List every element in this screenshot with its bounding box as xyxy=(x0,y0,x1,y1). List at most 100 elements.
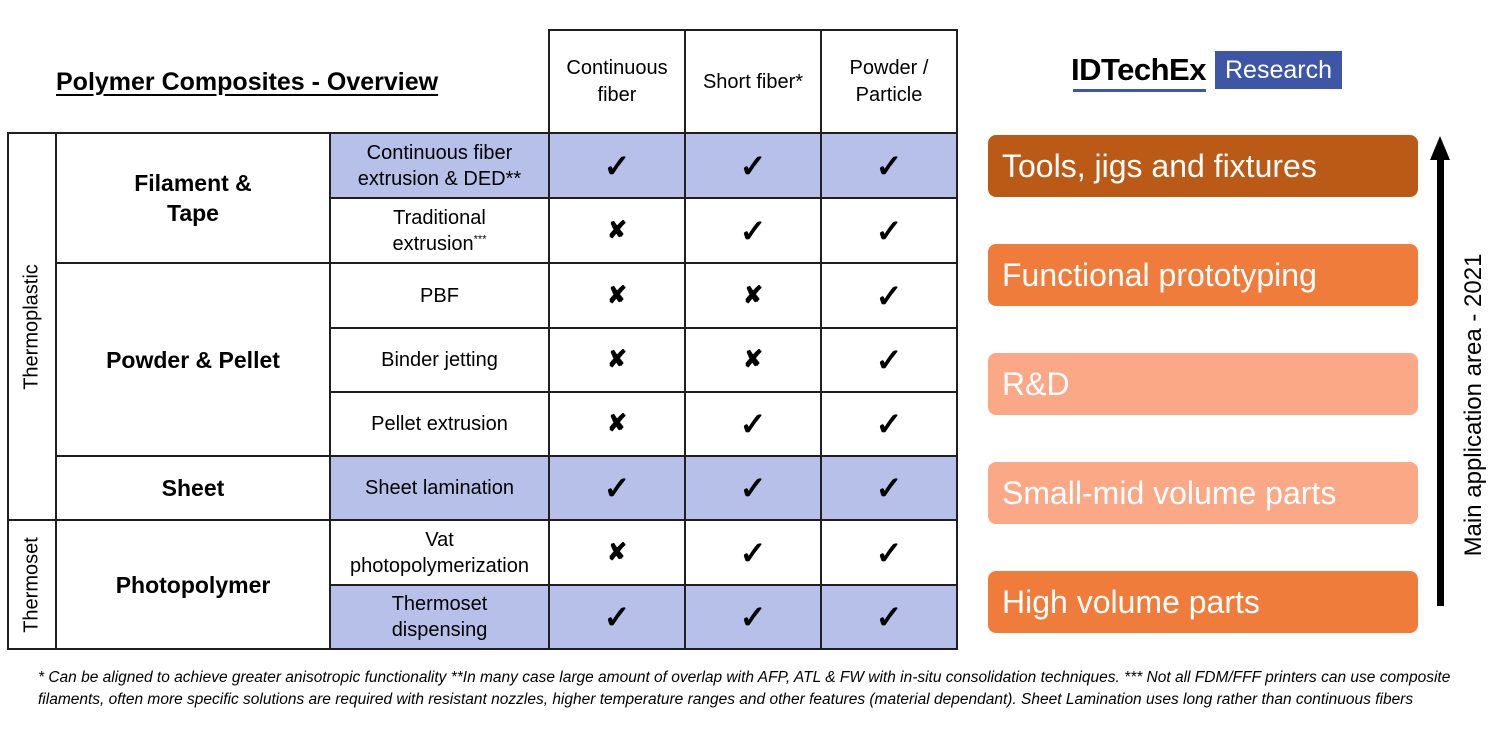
category-thermoset: Thermoset xyxy=(7,519,57,650)
value-cell-continuous-fiber: ✘ xyxy=(548,262,686,329)
logo-brand: IDTechEx xyxy=(1071,52,1206,92)
value-cell-powder-particle: ✓ xyxy=(820,197,958,264)
process-label-line: Continuous fiber xyxy=(366,141,513,164)
check-icon: ✓ xyxy=(875,534,903,571)
group-filament-tape: Filament & Tape xyxy=(55,132,331,264)
value-cell-short-fiber: ✘ xyxy=(684,327,822,393)
page-title: Polymer Composites - Overview xyxy=(56,68,439,96)
check-icon: ✓ xyxy=(739,212,767,249)
application-label: Functional prototyping xyxy=(1002,256,1317,293)
group-powder-pellet: Powder & Pellet xyxy=(55,262,331,457)
cross-icon: ✘ xyxy=(742,281,764,309)
check-icon: ✓ xyxy=(739,470,767,506)
check-icon: ✓ xyxy=(603,470,631,506)
arrow-shaft xyxy=(1437,156,1444,606)
arrow-up-icon xyxy=(1430,136,1450,160)
process-label: PBF xyxy=(420,284,459,307)
process-pellet-extrusion: Pellet extrusion xyxy=(329,391,550,457)
application-bar-functional-prototyping: Functional prototyping xyxy=(988,244,1418,306)
footnote-marker: *** xyxy=(473,232,487,245)
check-icon: ✓ xyxy=(875,277,903,314)
value-cell-short-fiber: ✓ xyxy=(684,519,822,586)
value-cell-short-fiber: ✓ xyxy=(684,455,822,521)
process-label: Binder jetting xyxy=(381,349,498,371)
idtechex-logo: IDTechEx Research xyxy=(1071,50,1342,92)
value-cell-short-fiber: ✓ xyxy=(684,584,822,650)
value-cell-continuous-fiber: ✓ xyxy=(548,132,686,199)
process-label: Pellet extrusion xyxy=(371,413,508,435)
cross-icon: ✘ xyxy=(606,346,628,373)
application-label: R&D xyxy=(1002,365,1070,402)
process-label-line: Vat xyxy=(425,528,454,551)
check-icon: ✓ xyxy=(739,147,767,184)
value-cell-continuous-fiber: ✘ xyxy=(548,327,686,393)
column-header-line: Short fiber* xyxy=(702,70,804,93)
value-cell-continuous-fiber: ✘ xyxy=(548,519,686,586)
group-label-line: Filament & xyxy=(134,170,252,196)
application-label: High volume parts xyxy=(1002,583,1260,620)
application-bar-high-volume: High volume parts xyxy=(988,571,1418,633)
process-continuous-fiber-extrusion: Continuous fiber extrusion & DED** xyxy=(329,132,550,199)
group-label: Powder & Pellet xyxy=(106,346,280,373)
value-cell-powder-particle: ✓ xyxy=(820,391,958,457)
category-label: Thermoplastic xyxy=(20,263,43,390)
column-header-continuous-fiber: Continuous fiber xyxy=(548,29,686,135)
process-label-line: photopolymerization xyxy=(350,554,529,577)
check-icon: ✓ xyxy=(875,147,903,184)
process-label-line: extrusion & DED** xyxy=(357,167,522,190)
value-cell-continuous-fiber: ✓ xyxy=(548,455,686,521)
group-photopolymer: Photopolymer xyxy=(55,519,331,650)
check-icon: ✓ xyxy=(739,599,767,635)
column-header-line: Powder / xyxy=(849,57,929,79)
value-cell-powder-particle: ✓ xyxy=(820,327,958,393)
check-icon: ✓ xyxy=(739,534,767,571)
value-cell-continuous-fiber: ✓ xyxy=(548,584,686,650)
check-icon: ✓ xyxy=(739,406,767,442)
process-label-line: Thermoset xyxy=(391,593,488,615)
application-label: Small-mid volume parts xyxy=(1002,474,1337,511)
process-label-line: Traditional xyxy=(393,206,486,229)
footnote: * Can be aligned to achieve greater anis… xyxy=(38,669,1451,708)
cross-icon: ✘ xyxy=(742,346,764,373)
value-cell-powder-particle: ✓ xyxy=(820,262,958,329)
check-icon: ✓ xyxy=(875,212,903,249)
application-bar-tools-jigs-fixtures: Tools, jigs and fixtures xyxy=(988,135,1418,197)
category-thermoplastic: Thermoplastic xyxy=(7,132,57,521)
value-cell-powder-particle: ✓ xyxy=(820,519,958,586)
process-pbf: PBF xyxy=(329,262,550,329)
column-header-powder-particle: Powder / Particle xyxy=(820,29,958,135)
column-header-line: fiber xyxy=(597,84,637,106)
value-cell-powder-particle: ✓ xyxy=(820,132,958,199)
value-cell-continuous-fiber: ✘ xyxy=(548,391,686,457)
process-traditional-extrusion: Traditional extrusion*** xyxy=(329,197,550,264)
group-sheet: Sheet xyxy=(55,455,331,521)
check-icon: ✓ xyxy=(603,147,631,184)
value-cell-short-fiber: ✘ xyxy=(684,262,822,329)
value-cell-powder-particle: ✓ xyxy=(820,455,958,521)
process-binder-jetting: Binder jetting xyxy=(329,327,550,393)
process-label-line: dispensing xyxy=(391,619,488,641)
value-cell-short-fiber: ✓ xyxy=(684,132,822,199)
check-icon: ✓ xyxy=(603,599,631,635)
check-icon: ✓ xyxy=(875,406,903,442)
group-label-line: Tape xyxy=(167,200,219,226)
cross-icon: ✘ xyxy=(606,410,628,437)
process-label-line: extrusion xyxy=(392,232,474,255)
category-label: Thermoset xyxy=(20,536,43,633)
cross-icon: ✘ xyxy=(606,216,628,244)
value-cell-powder-particle: ✓ xyxy=(820,584,958,650)
application-bar-r-and-d: R&D xyxy=(988,353,1418,415)
application-bar-small-mid-volume: Small-mid volume parts xyxy=(988,462,1418,524)
value-cell-short-fiber: ✓ xyxy=(684,197,822,264)
axis-label: Main application area - 2021 xyxy=(1460,253,1487,557)
process-vat-photopolymerization: Vat photopolymerization xyxy=(329,519,550,586)
group-label: Photopolymer xyxy=(115,571,271,598)
cross-icon: ✘ xyxy=(606,281,628,309)
process-sheet-lamination: Sheet lamination xyxy=(329,455,550,521)
value-cell-short-fiber: ✓ xyxy=(684,391,822,457)
check-icon: ✓ xyxy=(875,470,903,506)
check-icon: ✓ xyxy=(875,342,903,378)
value-cell-continuous-fiber: ✘ xyxy=(548,197,686,264)
logo-tag: Research xyxy=(1214,51,1342,89)
process-label: Sheet lamination xyxy=(365,477,514,499)
